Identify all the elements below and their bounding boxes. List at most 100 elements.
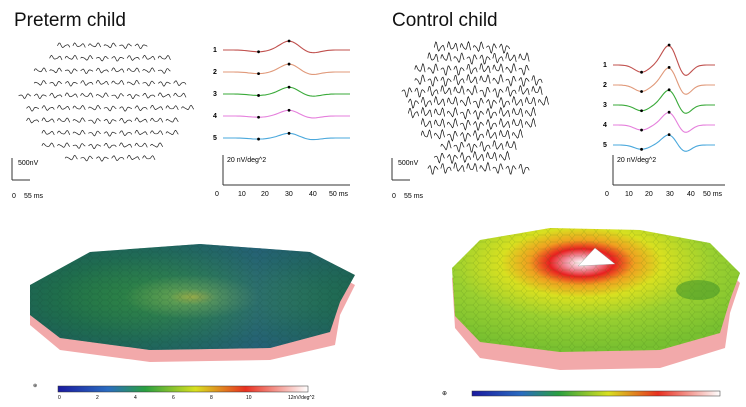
control-trace-marker-2-1 — [667, 66, 671, 69]
preterm-trace-4-9 — [157, 92, 171, 98]
preterm-trace-line-5 — [223, 132, 350, 141]
preterm-trace-8-3 — [88, 143, 101, 149]
control-trace-6-6 — [485, 108, 498, 119]
preterm-trace-4-6 — [111, 93, 125, 99]
control-trace-2-8 — [518, 65, 530, 76]
control-trace-marker-4-0 — [640, 128, 643, 132]
preterm-trace-2-3 — [80, 68, 94, 74]
preterm-trace-marker-1-1 — [287, 39, 291, 43]
preterm-trace-2-5 — [111, 67, 125, 73]
control-trace-5-0 — [407, 98, 419, 109]
control-trace-6-0 — [407, 107, 419, 119]
control-trace-4-10 — [531, 85, 543, 95]
control-trace-7-0 — [420, 117, 432, 129]
control-trace-label-1: 1 — [603, 62, 607, 69]
control-trace-5-10 — [537, 95, 550, 106]
preterm-trace-marker-5-1 — [287, 131, 291, 135]
preterm-trace-2-8 — [157, 68, 171, 74]
control-trace-4-5 — [466, 84, 478, 96]
control-trace-label-3: 3 — [603, 102, 607, 109]
preterm-trace-8-6 — [134, 142, 148, 148]
preterm-time-zero: 0 — [12, 193, 16, 200]
control-trace-5-4 — [459, 95, 472, 107]
preterm-trace-8-4 — [103, 143, 117, 149]
control-trace-4-6 — [479, 87, 491, 98]
control-trace-2-5 — [479, 62, 491, 74]
control-x-tick-10: 10 — [625, 191, 633, 198]
preterm-trace-8-0 — [41, 142, 55, 148]
control-trace-11-6 — [505, 165, 517, 175]
preterm-x-tick-50: 50 ms — [329, 191, 349, 198]
control-trace-10-4 — [485, 151, 498, 161]
control-trace-label-4: 4 — [603, 122, 607, 129]
control-trace-10-2 — [459, 152, 472, 163]
control-trace-3-5 — [479, 74, 491, 84]
control-trace-unit: 20 nV/deg^2 — [617, 157, 656, 164]
control-trace-marker-5-0 — [640, 147, 643, 151]
control-trace-11-5 — [492, 163, 504, 175]
preterm-trace-5-7 — [134, 105, 148, 112]
control-trace-9-5 — [505, 140, 517, 150]
preterm-trace-2-1 — [49, 67, 63, 74]
preterm-trace-marker-1-0 — [257, 50, 260, 54]
control-trace-8-0 — [420, 129, 432, 139]
control-trace-1-6 — [505, 51, 517, 63]
control-trace-1-1 — [440, 51, 452, 62]
control-trace-3-6 — [492, 73, 504, 85]
preterm-trace-8-2 — [72, 143, 86, 149]
control-trace-3-8 — [518, 77, 530, 87]
control-trace-4-4 — [453, 85, 465, 95]
preterm-trace-line-1 — [223, 40, 350, 54]
preterm-waveform-array: 500nV 0 55 ms — [11, 42, 195, 200]
preterm-trace-marker-5-0 — [257, 137, 260, 141]
preterm-cbar-6: 6 — [172, 395, 175, 401]
preterm-trace-8-1 — [57, 142, 71, 148]
control-colorbar-gradient — [471, 390, 721, 397]
control-trace-11-0 — [427, 165, 439, 175]
control-trace-7-1 — [433, 118, 446, 128]
control-x-tick-0: 0 — [605, 191, 609, 198]
control-trace-6-4 — [460, 109, 471, 120]
control-trace-8-6 — [498, 129, 511, 139]
control-trace-6-9 — [524, 106, 537, 117]
control-x-tick-30: 30 — [666, 191, 674, 198]
preterm-trace-3-2 — [64, 81, 78, 87]
preterm-trace-1-3 — [95, 56, 109, 62]
preterm-trace-0-1 — [72, 42, 86, 48]
control-axis-marker: ⊕ — [442, 391, 447, 397]
preterm-trace-3-9 — [173, 80, 187, 87]
control-trace-5-5 — [473, 98, 484, 109]
preterm-trace-4-5 — [95, 92, 109, 98]
control-trace-marker-3-0 — [640, 109, 643, 113]
preterm-trace-4-8 — [142, 93, 156, 99]
preterm-trace-1-1 — [64, 54, 78, 60]
control-3d-topography — [452, 228, 740, 370]
preterm-trace-label-3: 3 — [213, 91, 217, 98]
control-x-tick-40: 40 — [687, 191, 695, 198]
control-trace-3-4 — [466, 73, 478, 85]
preterm-trace-label-2: 2 — [213, 69, 217, 76]
control-blind-spot — [676, 280, 720, 300]
preterm-trace-1-7 — [157, 55, 171, 60]
control-ring-traces: 1 2 3 4 5 20 nV/deg^2 0 10 20 30 40 50 ms — [603, 43, 725, 198]
control-peak — [577, 247, 616, 267]
control-trace-marker-3-1 — [667, 88, 671, 92]
preterm-trace-marker-4-1 — [287, 108, 291, 112]
control-trace-11-4 — [479, 161, 491, 172]
preterm-trace-0-5 — [134, 43, 148, 49]
preterm-cbar-4: 4 — [134, 395, 137, 401]
preterm-trace-4-10 — [173, 92, 187, 98]
preterm-trace-1-5 — [126, 55, 140, 61]
control-trace-5-8 — [511, 95, 524, 106]
control-trace-3-2 — [440, 76, 452, 87]
preterm-cbar-0: 0 — [58, 395, 61, 401]
control-trace-5-7 — [498, 97, 511, 108]
preterm-trace-7-2 — [72, 129, 86, 136]
preterm-trace-6-0 — [26, 117, 40, 124]
control-trace-line-5 — [613, 134, 715, 152]
preterm-trace-5-9 — [165, 105, 179, 111]
preterm-x-tick-30: 30 — [285, 191, 293, 198]
control-trace-1-2 — [453, 52, 465, 64]
preterm-trace-3-3 — [80, 80, 94, 86]
control-trace-6-3 — [446, 106, 459, 118]
